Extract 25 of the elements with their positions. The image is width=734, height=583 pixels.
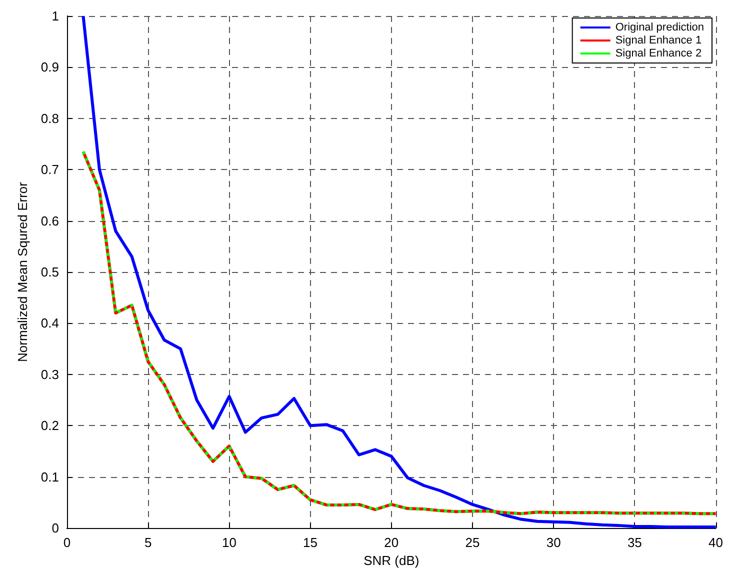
legend-label: Original prediction [615, 22, 704, 34]
x-tick-label: 15 [303, 535, 318, 550]
x-tick-label: 0 [63, 535, 71, 550]
y-tick-label: 0.4 [40, 316, 59, 331]
y-tick-label: 1 [52, 8, 59, 24]
y-tick-label: 0.6 [40, 213, 59, 228]
x-tick-label: 5 [144, 535, 152, 550]
y-tick-label: 0.1 [40, 469, 59, 484]
x-tick-label: 40 [708, 535, 724, 550]
x-tick-label: 35 [627, 535, 642, 550]
x-tick-label: 20 [384, 535, 399, 550]
y-tick-label: 0.9 [40, 60, 59, 75]
y-tick-label: 0.3 [40, 366, 59, 382]
x-axis-title: SNR (dB) [364, 552, 420, 568]
y-tick-label: 0.8 [40, 110, 59, 126]
legend-label: Signal Enhance 2 [615, 48, 702, 60]
x-tick-label: 30 [546, 535, 561, 550]
y-axis-title: Normalized Mean Squred Error [15, 181, 30, 362]
legend-label: Signal Enhance 1 [615, 34, 702, 46]
y-tick-label: 0.2 [40, 418, 59, 434]
y-tick-label: 0.5 [40, 264, 59, 280]
x-tick-label: 10 [222, 535, 236, 550]
y-tick-label: 0 [52, 520, 59, 536]
x-tick-label: 25 [465, 535, 480, 550]
y-tick-label: 0.7 [40, 162, 59, 178]
